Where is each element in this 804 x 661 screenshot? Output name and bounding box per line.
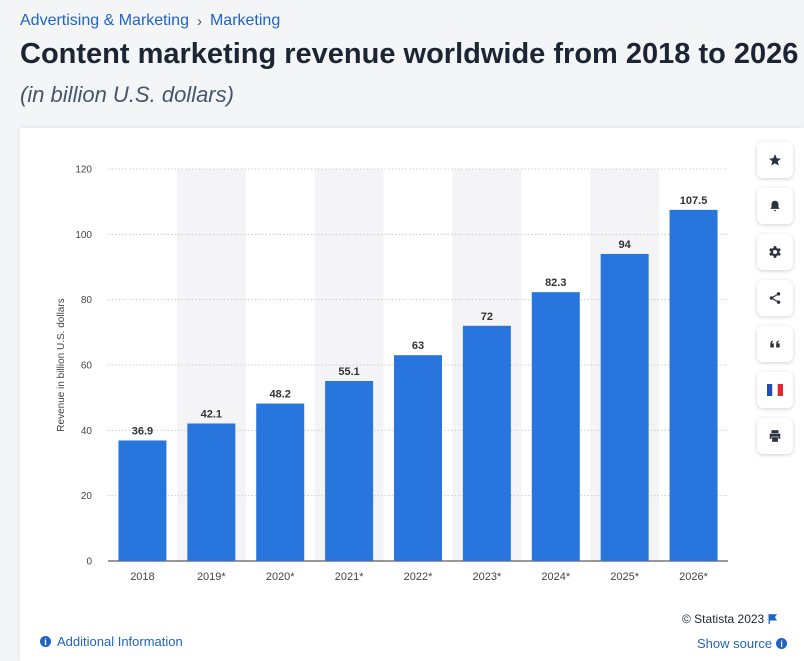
x-tick-label: 2021* <box>335 571 364 583</box>
show-source-link[interactable]: Show source i <box>697 636 788 651</box>
flag-icon <box>768 614 778 624</box>
x-tick-label: 2020* <box>266 571 295 583</box>
cite-button[interactable] <box>757 326 793 362</box>
bar <box>669 209 718 561</box>
page-title: Content marketing revenue worldwide from… <box>20 38 799 70</box>
data-label: 48.2 <box>270 389 291 401</box>
notification-button[interactable] <box>757 188 793 224</box>
breadcrumb-separator: › <box>196 12 202 30</box>
x-tick-label: 2024* <box>541 571 570 583</box>
additional-information-label: Additional Information <box>57 634 183 649</box>
bell-icon <box>770 200 780 212</box>
x-tick-label: 2023* <box>473 571 502 583</box>
x-tick-label: 2022* <box>404 571 433 583</box>
bar <box>187 423 236 561</box>
page-subtitle: (in billion U.S. dollars) <box>20 82 234 107</box>
breadcrumb: Advertising & Marketing › Marketing <box>20 12 280 30</box>
bar <box>118 440 167 561</box>
info-icon: i <box>40 636 51 647</box>
additional-information-link[interactable]: i Additional Information <box>40 634 183 649</box>
share-button[interactable] <box>757 280 793 316</box>
data-label: 63 <box>412 340 424 352</box>
data-label: 42.1 <box>201 408 222 420</box>
star-icon <box>769 154 781 166</box>
y-tick-label: 40 <box>81 426 93 437</box>
chart-card: 0 20 40 60 80 100 120 36.9 2018 42.1 2019* 48.2 2020… <box>20 128 804 661</box>
bar <box>325 381 374 561</box>
bar-chart: 0 20 40 60 80 100 120 36.9 2018 42.1 2019* 48.2 2020… <box>56 165 728 583</box>
x-tick-label: 2019* <box>197 571 226 583</box>
print-button[interactable] <box>757 418 793 454</box>
y-tick-label: 20 <box>81 491 93 502</box>
bar <box>462 325 511 561</box>
bar <box>256 403 305 561</box>
breadcrumb-item-advertising-marketing[interactable]: Advertising & Marketing <box>20 12 189 29</box>
language-button[interactable] <box>757 372 793 408</box>
printer-icon <box>769 430 781 442</box>
french-flag-icon <box>767 384 783 396</box>
data-label: 55.1 <box>338 366 359 378</box>
info-icon: i <box>776 638 788 649</box>
settings-button[interactable] <box>757 234 793 270</box>
favorite-button[interactable] <box>757 142 793 178</box>
share-icon <box>769 292 781 304</box>
show-source-label: Show source <box>697 636 773 651</box>
data-label: 72 <box>481 311 493 323</box>
x-tick-label: 2018 <box>130 571 154 583</box>
data-label: 94 <box>619 239 632 251</box>
y-tick-label: 100 <box>75 230 92 241</box>
data-label: 107.5 <box>680 195 708 207</box>
data-label: 82.3 <box>545 277 566 289</box>
credit-text: © Statista 2023 <box>682 612 765 626</box>
y-tick-label: 60 <box>81 361 93 372</box>
quote-icon <box>770 340 780 348</box>
y-axis-title: Revenue in billion U.S. dollars <box>56 298 67 431</box>
breadcrumb-item-marketing[interactable]: Marketing <box>209 12 281 29</box>
bar <box>394 355 442 561</box>
bar <box>600 253 649 561</box>
gear-icon <box>769 246 781 258</box>
y-tick-label: 120 <box>75 165 92 176</box>
y-tick-label: 0 <box>86 557 92 568</box>
bar <box>531 292 580 561</box>
data-label: 36.9 <box>132 425 153 437</box>
statista-credit: © Statista 2023 <box>682 612 778 626</box>
x-tick-label: 2025* <box>610 571 639 583</box>
x-tick-label: 2026* <box>679 571 708 583</box>
y-tick-label: 80 <box>81 295 93 306</box>
